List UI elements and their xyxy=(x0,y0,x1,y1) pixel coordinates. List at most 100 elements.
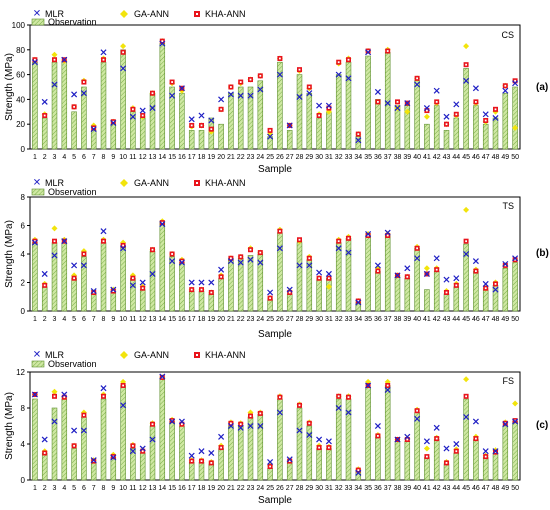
mlr-point xyxy=(316,102,323,109)
kha-ann-point-inner xyxy=(504,264,507,267)
x-tick-label: 5 xyxy=(72,316,76,323)
x-tick-label: 44 xyxy=(452,485,460,492)
x-tick-label: 46 xyxy=(472,485,480,492)
mlr-point xyxy=(31,239,38,246)
x-tick-label: 5 xyxy=(72,154,76,161)
mlr-point xyxy=(139,445,146,452)
mlr-point xyxy=(71,91,78,98)
mlr-point xyxy=(502,421,509,428)
x-tick-label: 8 xyxy=(102,154,106,161)
observation-bar xyxy=(81,86,87,150)
kha-ann-point-inner xyxy=(102,58,105,61)
x-tick-label: 2 xyxy=(43,154,47,161)
kha-ann-point-inner xyxy=(426,109,428,112)
mlr-point xyxy=(453,101,460,108)
kha-ann-point-inner xyxy=(73,444,75,447)
mlr-point xyxy=(110,454,117,461)
y-tick-label: 12 xyxy=(16,368,25,377)
observation-bar xyxy=(41,117,48,150)
observation-bar xyxy=(110,290,117,312)
mlr-point xyxy=(492,286,499,293)
markers-cs xyxy=(31,38,519,144)
legend-label-mlr: MLR xyxy=(45,350,65,360)
observation-bar xyxy=(394,105,401,150)
kha-ann-point-inner xyxy=(259,412,262,415)
mlr-point xyxy=(208,449,215,457)
x-tick-label: 10 xyxy=(119,485,127,492)
x-tick-label: 6 xyxy=(82,316,86,323)
observation-bar xyxy=(345,61,352,150)
kha-ann-point-inner xyxy=(161,40,164,43)
observation-bar xyxy=(286,293,293,312)
observation-bar xyxy=(90,293,97,312)
panel-label-a: (a) xyxy=(536,82,548,93)
observation-bar xyxy=(71,111,77,150)
mlr-point xyxy=(296,427,303,434)
kha-ann-point-inner xyxy=(200,460,203,462)
mlr-point xyxy=(404,433,411,440)
observation-bar xyxy=(247,86,254,150)
observation-bar xyxy=(316,279,322,312)
x-tick-label: 26 xyxy=(276,154,284,161)
kha-ann-point-inner xyxy=(269,129,271,132)
mlr-point xyxy=(365,382,372,389)
x-tick-label: 31 xyxy=(325,316,333,323)
kha-ann-point-inner xyxy=(151,423,154,426)
x-tick-label: 15 xyxy=(168,485,176,492)
mlr-point xyxy=(218,433,225,440)
observation-bar xyxy=(316,117,322,150)
kha-ann-point-inner xyxy=(181,260,183,263)
observation-bar xyxy=(492,117,499,150)
observation-bar xyxy=(159,377,166,481)
x-tick-label: 13 xyxy=(149,485,157,492)
mlr-point xyxy=(80,262,87,269)
legend-marker-mlr: ✕ xyxy=(33,350,41,361)
ga-ann-point xyxy=(423,113,430,120)
mlr-point xyxy=(110,286,117,293)
kha-ann-point-inner xyxy=(484,455,487,458)
y-tick-label: 0 xyxy=(21,145,26,154)
mlr-point xyxy=(296,262,303,269)
x-tick-label: 47 xyxy=(482,485,490,492)
panel-label-c: (c) xyxy=(536,420,548,431)
mlr-point xyxy=(453,440,460,448)
legend-marker-kha-ann-inner xyxy=(196,354,198,356)
observation-bar xyxy=(169,421,175,481)
mlr-point xyxy=(423,438,430,445)
x-tick-label: 45 xyxy=(462,485,470,492)
mlr-point xyxy=(129,448,136,455)
observation-bar xyxy=(149,250,156,312)
ga-ann-point xyxy=(423,445,430,452)
x-tick-label: 27 xyxy=(286,154,294,161)
kha-ann-point-inner xyxy=(92,460,95,462)
x-tick-label: 41 xyxy=(423,154,431,161)
observation-bar xyxy=(51,242,58,312)
mlr-point xyxy=(423,105,430,112)
x-tick-label: 42 xyxy=(433,316,441,323)
x-tick-label: 16 xyxy=(178,316,186,323)
kha-ann-point-inner xyxy=(347,58,350,61)
kha-ann-point-inner xyxy=(161,376,164,379)
kha-ann-point-inner xyxy=(279,57,281,60)
x-tick-label: 8 xyxy=(102,485,106,492)
kha-ann-point-inner xyxy=(445,123,448,126)
observation-bar xyxy=(375,436,381,481)
mlr-point xyxy=(286,286,293,293)
legend-marker-kha-ann-inner xyxy=(196,182,198,184)
kha-ann-point-inner xyxy=(484,287,487,290)
x-tick-label: 37 xyxy=(384,316,392,323)
kha-ann-point-inner xyxy=(230,422,232,425)
mlr-point xyxy=(208,117,215,124)
mlr-point xyxy=(51,252,58,259)
kha-ann-point-inner xyxy=(298,68,301,71)
observation-bar xyxy=(71,448,77,481)
x-tick-label: 28 xyxy=(296,485,304,492)
observation-bar xyxy=(502,425,509,481)
x-tick-label: 36 xyxy=(374,316,382,323)
observation-bar xyxy=(32,398,38,481)
observation-bar xyxy=(237,86,244,150)
x-axis-label-ts: Sample xyxy=(258,329,292,340)
x-tick-label: 3 xyxy=(53,485,57,492)
observation-bar xyxy=(188,290,195,312)
